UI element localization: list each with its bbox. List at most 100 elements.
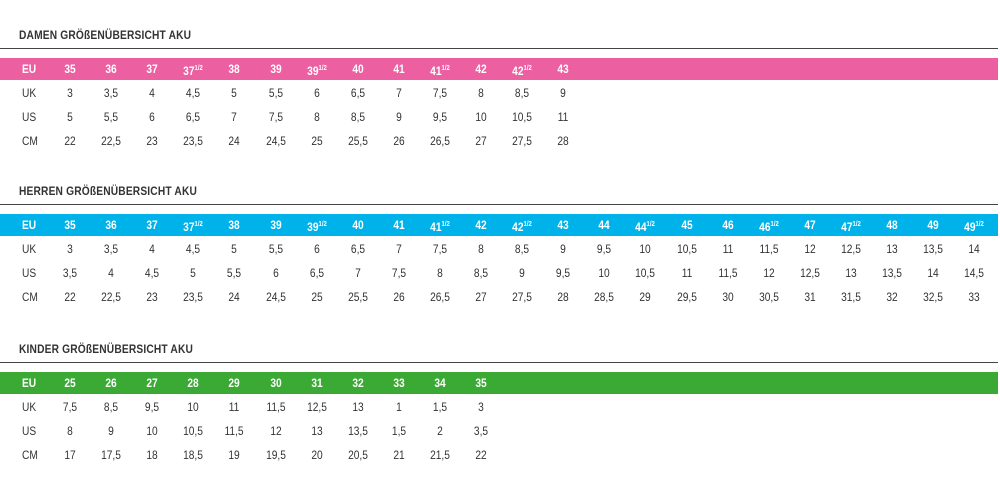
size-cell: 17,5 — [94, 444, 128, 466]
size-value: 26 — [393, 134, 405, 148]
size-value: 23,5 — [183, 134, 204, 148]
size-cell: 12,5 — [834, 238, 868, 260]
size-value: 5 — [231, 242, 238, 256]
size-cell: 8 — [464, 238, 498, 260]
size-value: 27 — [146, 376, 158, 390]
size-cell: 27 — [464, 286, 498, 308]
size-value: 10 — [146, 424, 158, 438]
size-value: 5 — [231, 86, 238, 100]
size-value: 14 — [927, 266, 939, 280]
size-cell: 11,5 — [217, 420, 251, 442]
size-cell: 30 — [711, 286, 745, 308]
divider — [0, 48, 998, 49]
size-value: 12,5 — [840, 242, 861, 256]
size-cell: 25,5 — [341, 286, 375, 308]
size-cell: 12 — [752, 262, 786, 284]
size-cell: 14 — [916, 262, 950, 284]
size-cell: 28 — [546, 130, 580, 152]
size-cell: 7 — [217, 106, 251, 128]
size-value: 4,5 — [186, 86, 201, 100]
size-cell: 23,5 — [176, 130, 210, 152]
size-cell: 2 — [423, 420, 457, 442]
size-value: 9 — [560, 242, 567, 256]
size-value: 9,5 — [145, 400, 160, 414]
size-cell: 18 — [135, 444, 169, 466]
size-value: 40 — [352, 218, 364, 232]
row-label: EU — [22, 62, 37, 76]
size-value: 7,5 — [62, 400, 78, 414]
size-value: 43 — [557, 62, 569, 76]
size-cell: 12 — [793, 238, 827, 260]
size-value: 12 — [269, 424, 282, 438]
size-value: 22 — [64, 290, 76, 304]
table-row-uk: UK 3 3,5 4 4,5 5 5,5 6 6,5 7 7,5 8 8,5 9 — [0, 82, 998, 106]
size-cell: 24,5 — [259, 130, 293, 152]
size-cell: 4,5 — [135, 262, 169, 284]
size-cell: 29,5 — [670, 286, 704, 308]
size-value: 9,5 — [556, 266, 571, 280]
size-value: 13 — [886, 242, 898, 256]
header-row-eu: EU 35 36 37 371/2 38 39 391/2 40 41 411/2 42 421/2 43… — [0, 214, 998, 236]
half-size-fraction: 1/2 — [523, 221, 532, 228]
size-cell: 12 — [259, 420, 293, 442]
size-value: 10,5 — [183, 424, 204, 438]
table-title: KINDER GRÖßENÜBERSICHT AKU — [19, 342, 194, 356]
size-cell: 37 — [135, 214, 169, 236]
size-cell: 20,5 — [341, 444, 375, 466]
size-value: 3,5 — [104, 86, 119, 100]
size-cell: 421/2 — [505, 214, 539, 238]
size-cell: 23 — [135, 286, 169, 308]
size-cell: 27 — [135, 372, 169, 394]
size-cell: 47 — [793, 214, 827, 236]
size-cell: 4 — [135, 238, 169, 260]
size-value: 49 — [964, 220, 976, 234]
size-value: 44 — [598, 218, 610, 232]
size-cell: 5 — [53, 106, 87, 128]
size-value: 8 — [67, 424, 73, 438]
size-value: 37 — [146, 62, 158, 76]
size-value: 9 — [395, 110, 402, 124]
size-value: 5,5 — [268, 242, 283, 256]
size-cell: 19 — [217, 444, 251, 466]
size-cell: 391/2 — [300, 58, 334, 82]
divider — [0, 362, 998, 363]
size-value: 33 — [968, 290, 980, 304]
size-value: 10 — [639, 242, 652, 256]
size-cell: 24 — [217, 286, 251, 308]
size-value: 45 — [680, 218, 693, 232]
size-cell: 49 — [916, 214, 950, 236]
size-value: 37 — [183, 64, 195, 78]
size-value: 38 — [228, 218, 241, 232]
size-cell: 30,5 — [752, 286, 786, 308]
size-value: 14,5 — [964, 266, 985, 280]
size-cell: 10,5 — [628, 262, 662, 284]
size-cell: 7 — [382, 82, 416, 104]
size-value: 8 — [437, 266, 443, 280]
size-value: 46 — [721, 218, 734, 232]
size-cell: 31,5 — [834, 286, 868, 308]
size-cell: 35 — [53, 58, 87, 80]
size-value: 8,5 — [473, 266, 489, 280]
size-cell: 5 — [217, 82, 251, 104]
size-cell: 39 — [259, 214, 293, 236]
size-value: 42 — [475, 218, 487, 232]
size-value: 11 — [557, 110, 569, 124]
size-cell: 22 — [53, 130, 87, 152]
header-row-eu: EU 35 36 37 371/2 38 39 391/2 40 41 411/2 42 421/2 43 — [0, 58, 998, 80]
size-value: 25,5 — [347, 134, 368, 148]
size-value: 3,5 — [104, 242, 119, 256]
size-value: 35 — [475, 376, 487, 390]
size-value: 8,5 — [515, 242, 530, 256]
size-cell: 21,5 — [423, 444, 457, 466]
size-cell: 22 — [464, 444, 498, 466]
size-value: 26 — [393, 290, 405, 304]
size-value: 8,5 — [350, 110, 365, 124]
size-value: 42 — [475, 62, 487, 76]
size-value: 42 — [512, 64, 524, 78]
size-cell: 32 — [341, 372, 375, 394]
size-cell: 46 — [711, 214, 745, 236]
size-value: 41 — [430, 220, 442, 234]
size-value: 25 — [310, 290, 323, 304]
table-title: HERREN GRÖßENÜBERSICHT AKU — [19, 184, 198, 198]
size-value: 3,5 — [62, 266, 78, 280]
